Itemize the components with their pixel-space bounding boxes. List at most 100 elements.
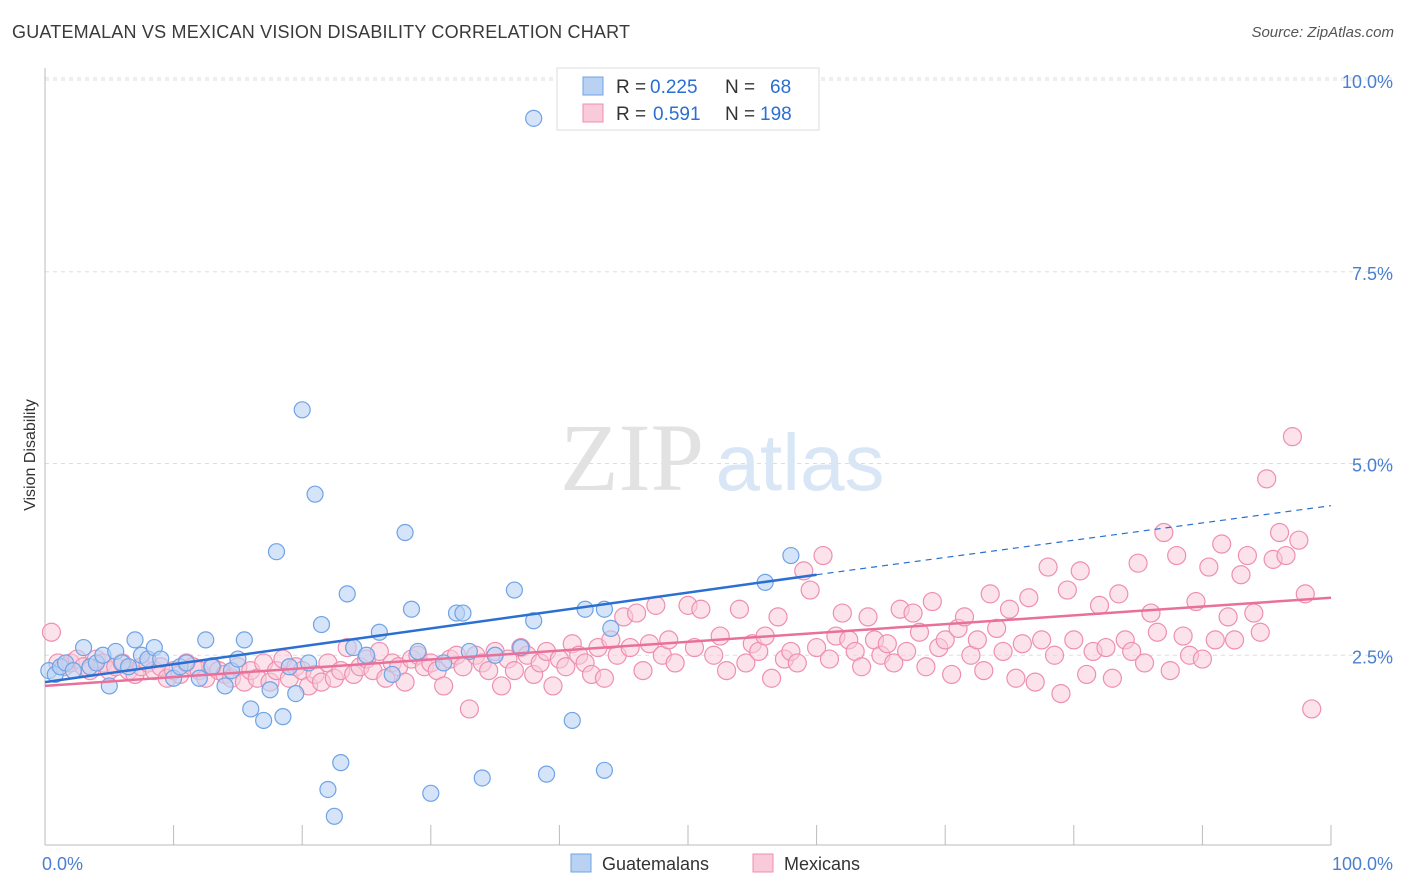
- mexicans-point-116: [806, 637, 827, 658]
- bottom-swatch-guatemalans: [570, 853, 592, 873]
- mexicans-point-150: [1025, 672, 1045, 692]
- mexicans-point-186: [1257, 469, 1277, 489]
- mexicans-point-173: [1173, 626, 1193, 646]
- guatemalans-point-42: [338, 585, 356, 603]
- legend-n-label-2: N =: [725, 104, 755, 125]
- mexicans-point-90: [620, 637, 640, 658]
- guatemalans-point-44: [357, 646, 376, 664]
- mexicans-point-80: [556, 657, 576, 677]
- mexicans-point-117: [813, 545, 833, 566]
- bottom-legend-guatemalans: Guatemalans: [602, 854, 709, 874]
- mexicans-point-176: [1192, 649, 1213, 669]
- guatemalans-point-13: [126, 631, 144, 649]
- guatemalans-point-28: [242, 700, 260, 718]
- legend-swatch-mexicans: [582, 103, 604, 123]
- mexicans-point-145: [993, 641, 1013, 662]
- chart-title: GUATEMALAN VS MEXICAN VISION DISABILITY …: [12, 22, 631, 42]
- mexicans-point-161: [1096, 637, 1116, 658]
- guatemalans-point-29: [255, 711, 273, 730]
- mexicans-point-169: [1147, 622, 1167, 642]
- guatemalans-point-36: [306, 485, 324, 503]
- mexicans-point-91: [626, 603, 647, 623]
- mexicans-point-104: [729, 599, 750, 619]
- watermark-zip: ZIP: [560, 404, 704, 511]
- guatemalans-point-27: [235, 631, 253, 649]
- mexicans-point-132: [909, 622, 930, 642]
- bottom-swatch-mexicans: [752, 853, 774, 873]
- guatemalans-point-45: [370, 623, 388, 641]
- mexicans-point-72: [504, 660, 524, 681]
- axes: [44, 68, 1332, 846]
- y-axis-label: Vision Disability: [22, 399, 39, 511]
- guatemalans-point-41: [332, 754, 350, 772]
- mexicans-trend-line: [44, 596, 1332, 688]
- mexicans-point-131: [903, 603, 923, 623]
- guatemalans-point-60: [537, 765, 556, 783]
- mexicans-point-128: [884, 653, 904, 673]
- y-tick-label-2: 7.5%: [1352, 264, 1393, 284]
- mexicans-point-166: [1128, 553, 1148, 573]
- trend-lines: [44, 505, 1332, 688]
- guatemalans-point-39: [319, 780, 337, 799]
- mexicans-point-177: [1199, 557, 1219, 577]
- guatemalans-point-62: [576, 600, 594, 618]
- mexicans-point-149: [1019, 588, 1039, 608]
- legend-n-label-1: N =: [725, 77, 755, 98]
- legend-r-label-2: R =: [616, 104, 646, 125]
- mexicans-point-182: [1231, 565, 1251, 585]
- mexicans-point-181: [1224, 630, 1245, 650]
- guatemalans-point-61: [563, 711, 581, 730]
- y-tick-labels: 2.5% 5.0% 7.5% 10.0%: [1342, 72, 1393, 667]
- x-tick-label-0: 0.0%: [42, 854, 83, 874]
- mexicans-point-168: [1141, 603, 1161, 623]
- watermark-atlas: atlas: [716, 418, 885, 507]
- guatemalans-point-24: [216, 677, 234, 695]
- guatemalans-point-64: [602, 619, 620, 638]
- mexicans-point-96: [659, 630, 679, 650]
- mexicans-point-148: [1012, 634, 1032, 654]
- mexicans-point-158: [1077, 664, 1097, 685]
- y-tick-label-0: 2.5%: [1352, 647, 1393, 667]
- mexicans-point-61: [434, 676, 454, 696]
- mexicans-point-113: [787, 653, 807, 673]
- guatemalans-point-21: [190, 669, 208, 687]
- mexicans-point-123: [852, 657, 872, 677]
- mexicans-point-180: [1218, 607, 1238, 627]
- mexicans-point-110: [768, 607, 788, 627]
- mexicans-point-154: [1051, 683, 1071, 704]
- mexicans-point-133: [916, 657, 936, 677]
- mexicans-point-120: [832, 603, 852, 623]
- guatemalans-point-55: [473, 769, 491, 787]
- x-tick-label-1: 100.0%: [1332, 854, 1393, 874]
- guatemalans-point-40: [325, 807, 343, 825]
- bottom-legend-mexicans: Mexicans: [784, 854, 860, 874]
- legend-r-label-1: R =: [616, 77, 646, 98]
- guatemalans-point-46: [383, 665, 401, 684]
- mexicans-point-103: [716, 660, 737, 681]
- guatemalans-point-50: [422, 784, 440, 802]
- guatemalans-point-32: [274, 708, 292, 726]
- guatemalans-point-23: [203, 658, 221, 676]
- mexicans-point-184: [1244, 603, 1264, 623]
- mexicans-point-147: [1006, 668, 1026, 688]
- mexicans-point-190: [1282, 427, 1303, 447]
- guatemalans-point-66: [595, 761, 614, 779]
- y-tick-label-1: 5.0%: [1352, 456, 1393, 476]
- mexicans-point-178: [1205, 630, 1225, 650]
- mexicans-point-142: [974, 660, 994, 681]
- guatemalans-points: [40, 109, 800, 825]
- mexicans-point-152: [1038, 557, 1058, 577]
- mexicans-point-124: [858, 607, 878, 627]
- guatemalans-point-49: [409, 642, 427, 661]
- mexicans-point-185: [1250, 622, 1270, 642]
- guatemalans-point-58: [512, 638, 530, 657]
- mexicans-point-146: [999, 599, 1020, 619]
- legend-r-value-1: 0.225: [650, 77, 698, 98]
- guatemalans-point-67: [782, 546, 800, 565]
- mexicans-point-179: [1212, 534, 1232, 554]
- mexicans-point-156: [1064, 630, 1084, 650]
- series-legend: Guatemalans Mexicans: [570, 853, 860, 874]
- x-tick-labels: 0.0% 100.0%: [42, 854, 1393, 874]
- mexicans-point-134: [922, 591, 942, 612]
